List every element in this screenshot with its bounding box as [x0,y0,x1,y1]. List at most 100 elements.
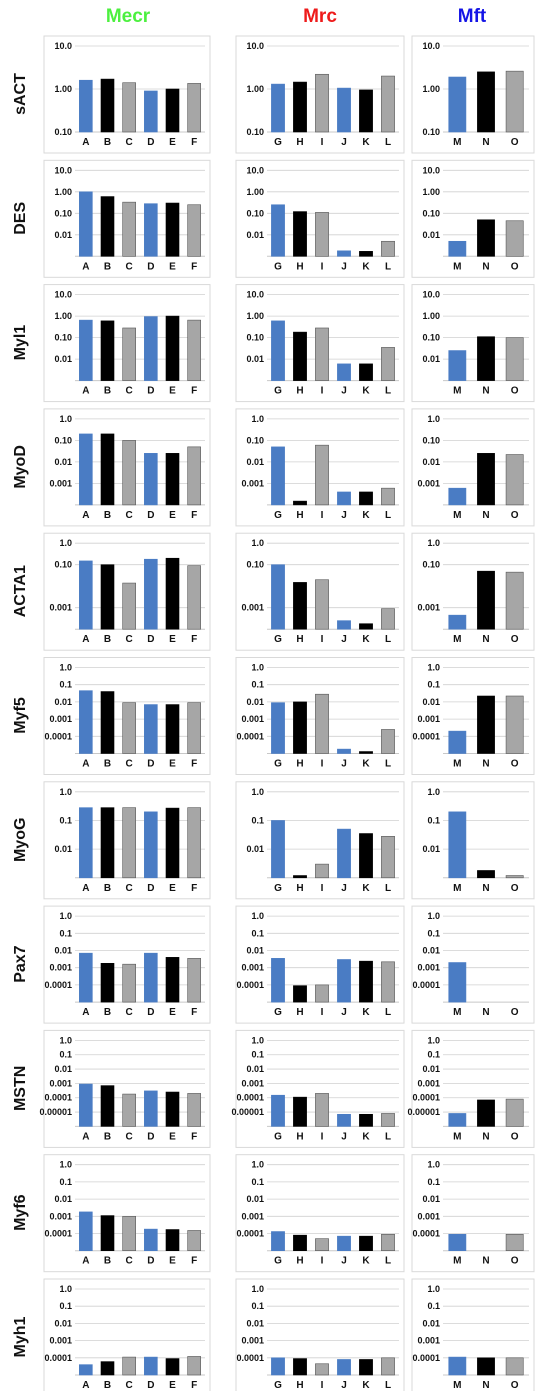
x-tick-label: D [147,1007,154,1018]
bar-myf6-o [505,1233,524,1251]
x-tick-label: I [321,510,324,521]
y-tick-label: 0.0001 [236,980,264,990]
y-tick-label: 1.0 [427,663,440,673]
bar-myl1-g [271,320,285,381]
bar-mstn-h [293,1096,307,1127]
y-tick-label: 1.0 [59,911,72,921]
row-label-acta1: ACTA1 [12,565,29,617]
y-tick-label: 0.00001 [231,1107,264,1117]
x-tick-label: H [296,1256,303,1267]
y-tick-label: 10.0 [246,290,264,300]
bar-des-b [100,196,115,257]
x-tick-label: I [321,759,324,770]
bar-myog-b [100,807,115,879]
column-header-mecr: Mecr [106,6,151,27]
x-tick-label: E [169,759,176,770]
bar-myh1-l [381,1357,395,1376]
bar-myl1-i [315,327,329,381]
x-tick-label: J [341,1380,347,1391]
x-tick-label: J [341,634,347,645]
bar-myh1-c [122,1356,136,1376]
y-tick-label: 0.001 [417,1211,440,1221]
bar-myl1-m [448,350,467,381]
x-tick-label: I [321,1256,324,1267]
x-tick-label: I [321,1007,324,1018]
bar-myf6-g [271,1231,285,1251]
bar-myf5-e [165,704,180,754]
row-label-myh1: Myh1 [12,1316,29,1357]
bar-pax7-f [187,958,201,1003]
x-tick-label: A [82,883,89,894]
bar-myl1-e [165,315,180,381]
y-tick-label: 0.01 [54,946,72,956]
bar-acta1-e [165,557,180,630]
y-tick-label: 0.01 [422,354,440,364]
bar-myf5-k [359,751,373,754]
x-tick-label: E [169,1256,176,1267]
y-tick-label: 0.1 [251,680,264,690]
y-tick-label: 0.01 [54,697,72,707]
bar-myl1-c [122,327,136,381]
bar-myog-e [165,807,180,879]
y-tick-label: 1.0 [251,1160,264,1170]
bar-myog-n [477,870,495,879]
bar-des-l [381,240,395,257]
bar-myf5-j [337,748,351,754]
x-tick-label: O [511,634,519,645]
y-tick-label: 0.01 [246,354,264,364]
x-tick-label: O [511,759,519,770]
bar-mstn-i [315,1093,329,1127]
y-tick-label: 0.1 [427,815,440,825]
x-tick-label: C [126,883,133,894]
panel-frame [411,905,535,1024]
bar-myod-g [271,446,285,506]
y-tick-label: 0.1 [427,1301,440,1311]
x-tick-label: B [104,883,111,894]
y-tick-label: 1.0 [59,414,72,424]
x-tick-label: C [126,386,133,397]
x-tick-label: K [362,883,370,894]
x-tick-label: J [341,1256,347,1267]
bar-mstn-f [187,1093,201,1127]
x-tick-label: K [362,1380,370,1391]
bar-myog-a [79,807,93,879]
x-tick-label: C [126,1131,133,1142]
x-tick-label: M [453,759,461,770]
bar-myod-b [100,433,115,506]
y-tick-label: 0.01 [422,844,440,854]
x-tick-label: A [82,510,89,521]
bar-myf6-d [144,1228,158,1251]
x-tick-label: O [511,1007,519,1018]
y-tick-label: 0.1 [251,815,264,825]
y-tick-label: 0.01 [246,697,264,707]
bar-sact-k [359,89,373,133]
bar-sact-a [79,79,93,133]
bar-mstn-c [122,1093,136,1127]
x-tick-label: H [296,510,303,521]
y-tick-label: 0.10 [54,127,72,137]
bar-myl1-b [100,320,115,381]
x-tick-label: B [104,261,111,272]
x-tick-label: M [453,634,461,645]
bar-sact-l [381,75,395,133]
bar-myl1-a [79,319,93,381]
y-tick-label: 0.01 [246,946,264,956]
x-tick-label: K [362,1131,370,1142]
y-tick-label: 1.00 [246,84,264,94]
bar-myod-h [293,500,307,506]
y-tick-label: 1.00 [54,187,72,197]
bar-myog-k [359,833,373,879]
y-tick-label: 0.01 [246,230,264,240]
x-tick-label: D [147,1256,154,1267]
bar-mstn-l [381,1113,395,1127]
x-tick-label: D [147,883,154,894]
y-tick-label: 0.001 [49,478,72,488]
y-tick-label: 0.0001 [412,980,440,990]
x-tick-label: C [126,510,133,521]
bar-myf5-l [381,729,395,754]
bar-myh1-n [477,1357,495,1376]
y-tick-label: 0.1 [427,1050,440,1060]
bar-acta1-f [187,565,201,630]
y-tick-label: 1.0 [251,414,264,424]
x-tick-label: D [147,386,154,397]
